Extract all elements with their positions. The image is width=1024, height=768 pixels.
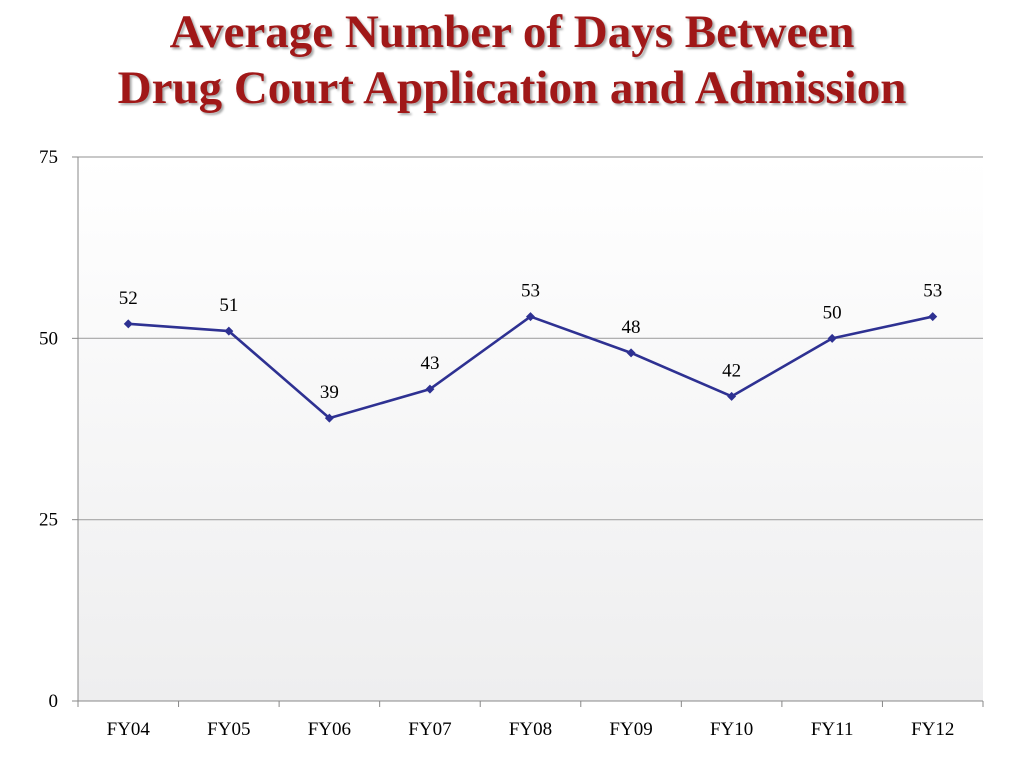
labels-group: 52 51 39 43 53 48 42 50 53 bbox=[119, 281, 942, 404]
data-point-fy12 bbox=[928, 312, 938, 322]
x-tick-label-fy04: FY04 bbox=[107, 719, 151, 740]
data-point-fy11 bbox=[827, 333, 837, 343]
x-tick-label-fy05: FY05 bbox=[207, 719, 250, 740]
x-tick-label-fy11: FY11 bbox=[811, 719, 854, 740]
data-point-fy07 bbox=[425, 384, 435, 394]
data-point-fy09 bbox=[626, 348, 636, 358]
x-tick-label-fy07: FY07 bbox=[408, 719, 451, 740]
data-label-fy07: 43 bbox=[420, 353, 439, 374]
x-tick-label-fy12: FY12 bbox=[911, 719, 954, 740]
data-label-fy04: 52 bbox=[119, 288, 138, 309]
x-tick-label-fy09: FY09 bbox=[609, 719, 652, 740]
plot-area bbox=[78, 157, 983, 701]
data-point-fy08 bbox=[526, 312, 535, 322]
x-tick-label-fy10: FY10 bbox=[710, 719, 753, 740]
data-label-fy06: 39 bbox=[320, 382, 339, 403]
data-point-fy10 bbox=[727, 391, 737, 401]
axes: 0 25 50 75 FY04 FY05 FY06 FY07 FY08 FY09 FY10 FY11 F… bbox=[39, 147, 984, 740]
y-tick-label: 50 bbox=[39, 328, 58, 349]
data-label-fy05: 51 bbox=[219, 295, 238, 316]
data-label-fy11: 50 bbox=[823, 302, 842, 323]
data-label-fy08: 53 bbox=[521, 281, 540, 302]
data-label-fy10: 42 bbox=[722, 360, 741, 381]
x-tick-label-fy08: FY08 bbox=[509, 719, 552, 740]
chart-title-line-2: Drug Court Application and Admission bbox=[117, 62, 907, 114]
chart-title: Average Number of Days Between Drug Cour… bbox=[0, 4, 1024, 116]
data-label-fy09: 48 bbox=[622, 317, 641, 338]
data-point-fy05 bbox=[224, 326, 234, 336]
x-tick-label-fy06: FY06 bbox=[308, 719, 351, 740]
data-point-fy04 bbox=[123, 319, 133, 329]
y-tick-label: 25 bbox=[39, 510, 58, 531]
data-label-fy12: 53 bbox=[923, 281, 942, 302]
series-group bbox=[123, 312, 938, 423]
chart-title-line-1: Average Number of Days Between bbox=[169, 6, 855, 58]
y-tick-label: 75 bbox=[39, 147, 58, 168]
data-point-fy06 bbox=[324, 413, 334, 423]
y-tick-label: 0 bbox=[49, 691, 59, 712]
